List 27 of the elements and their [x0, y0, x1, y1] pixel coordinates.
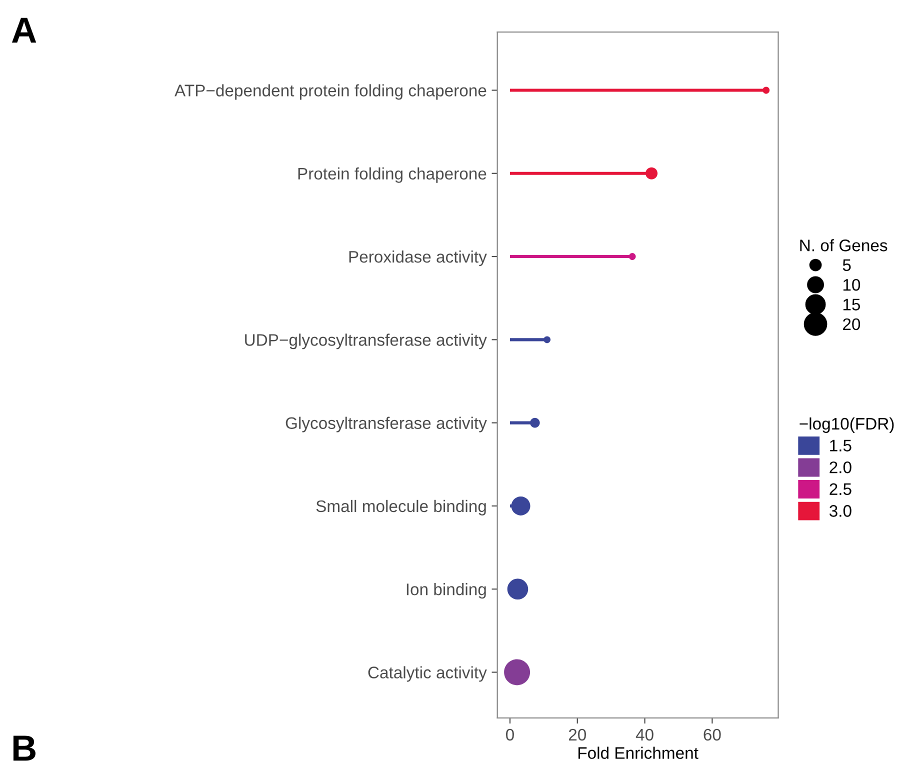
- y-tick-label: Small molecule binding: [316, 500, 486, 516]
- point: [504, 659, 530, 686]
- x-tick-label: 0: [506, 728, 514, 741]
- legend-label: 3.0: [830, 505, 852, 517]
- legend-label: 2.0: [830, 461, 852, 474]
- x-axis-title: Fold Enrichment: [578, 746, 698, 759]
- text: A: [12, 18, 36, 43]
- y-tick-label: ATP−dependent protein folding chaperone: [174, 84, 486, 100]
- legend-label: 20: [843, 318, 860, 330]
- legend-title: −log10(FDR): [800, 417, 894, 433]
- text: N. of Genes: [800, 239, 888, 252]
- x-tick-label: 40: [636, 728, 654, 741]
- legend-label: 15: [843, 298, 860, 310]
- legend-label: 5: [842, 259, 851, 272]
- y-tick-label: Catalytic activity: [368, 666, 487, 682]
- y-tick-label: Protein folding chaperone: [298, 167, 486, 183]
- point: [628, 253, 636, 260]
- y-tick-label: Peroxidase activity: [349, 250, 487, 266]
- x-tick-label: 20: [568, 728, 586, 741]
- y-tick-label: Ion binding: [406, 583, 486, 599]
- legend-label: 1.5: [830, 440, 852, 452]
- y-tick-label: Glycosyltransferase activity: [286, 416, 487, 432]
- legend-label: 2.5: [830, 483, 852, 496]
- text: B: [13, 736, 36, 761]
- legend-label: 10: [843, 278, 860, 291]
- y-tick-label: UDP−glycosyltransferase activity: [245, 334, 487, 350]
- x-tick-label: 60: [704, 728, 721, 741]
